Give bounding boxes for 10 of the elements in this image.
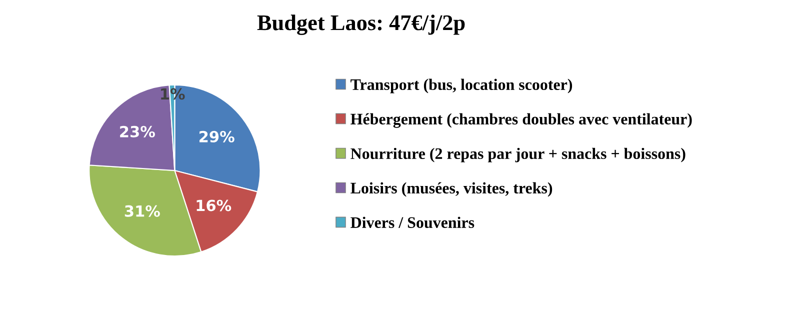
- legend-label: Divers / Souvenirs: [350, 216, 474, 228]
- legend-label: Nourriture (2 repas par jour + snacks + boissons): [350, 148, 686, 162]
- legend-label: Loisirs (musées, visites, treks): [350, 182, 552, 197]
- chart-title: Budget Laos: 47€/j/2p: [257, 14, 465, 35]
- data-label: 31%: [124, 205, 160, 217]
- data-label: 29%: [200, 130, 234, 142]
- data-label: 23%: [120, 126, 155, 138]
- legend-label: Transport (bus, location scooter): [350, 78, 572, 94]
- legend-label: Hébergement (chambres doubles avec ventilateur): [350, 113, 692, 128]
- data-label: 16%: [196, 200, 232, 212]
